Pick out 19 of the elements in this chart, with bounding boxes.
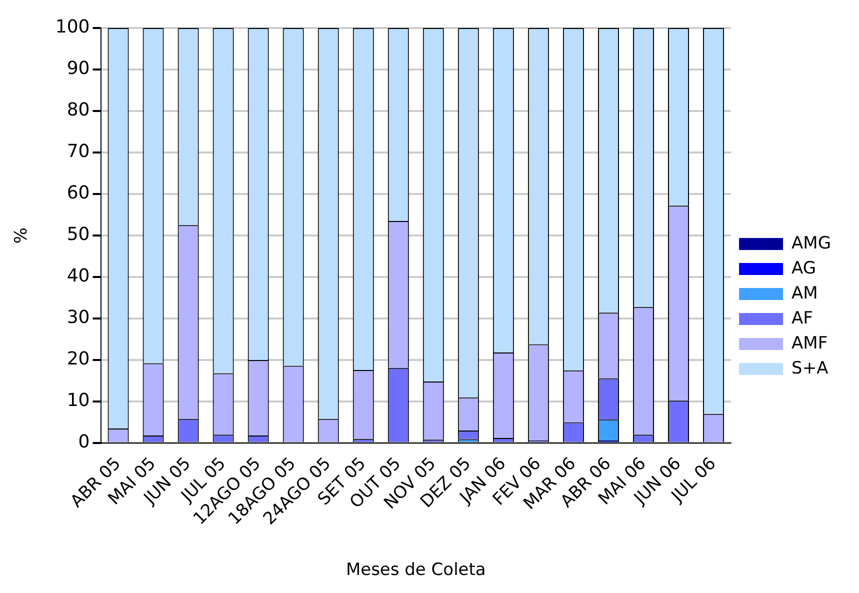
legend-label: AG	[792, 258, 816, 278]
y-tick-label: 20	[66, 348, 90, 370]
y-tick-label: 10	[66, 390, 90, 412]
y-tick-label: 50	[66, 224, 90, 246]
y-tick-label: 90	[66, 58, 90, 80]
y-tick-label: 60	[66, 182, 90, 204]
y-tick-label: 80	[66, 100, 90, 121]
legend-label: AMF	[792, 333, 828, 354]
y-tick-label: 40	[66, 266, 90, 287]
y-tick-label: 0	[78, 432, 90, 453]
legend-label: AMG	[792, 233, 832, 254]
legend-label: AF	[792, 308, 813, 328]
x-axis-title: Meses de Coleta	[346, 560, 486, 580]
y-tick-label: 100	[55, 16, 90, 38]
y-tick-label: 30	[66, 307, 90, 328]
y-axis-title: %	[12, 227, 32, 244]
y-tick-label: 70	[66, 141, 90, 162]
legend-label: AM	[792, 283, 818, 304]
legend-label: S+A	[792, 358, 829, 378]
